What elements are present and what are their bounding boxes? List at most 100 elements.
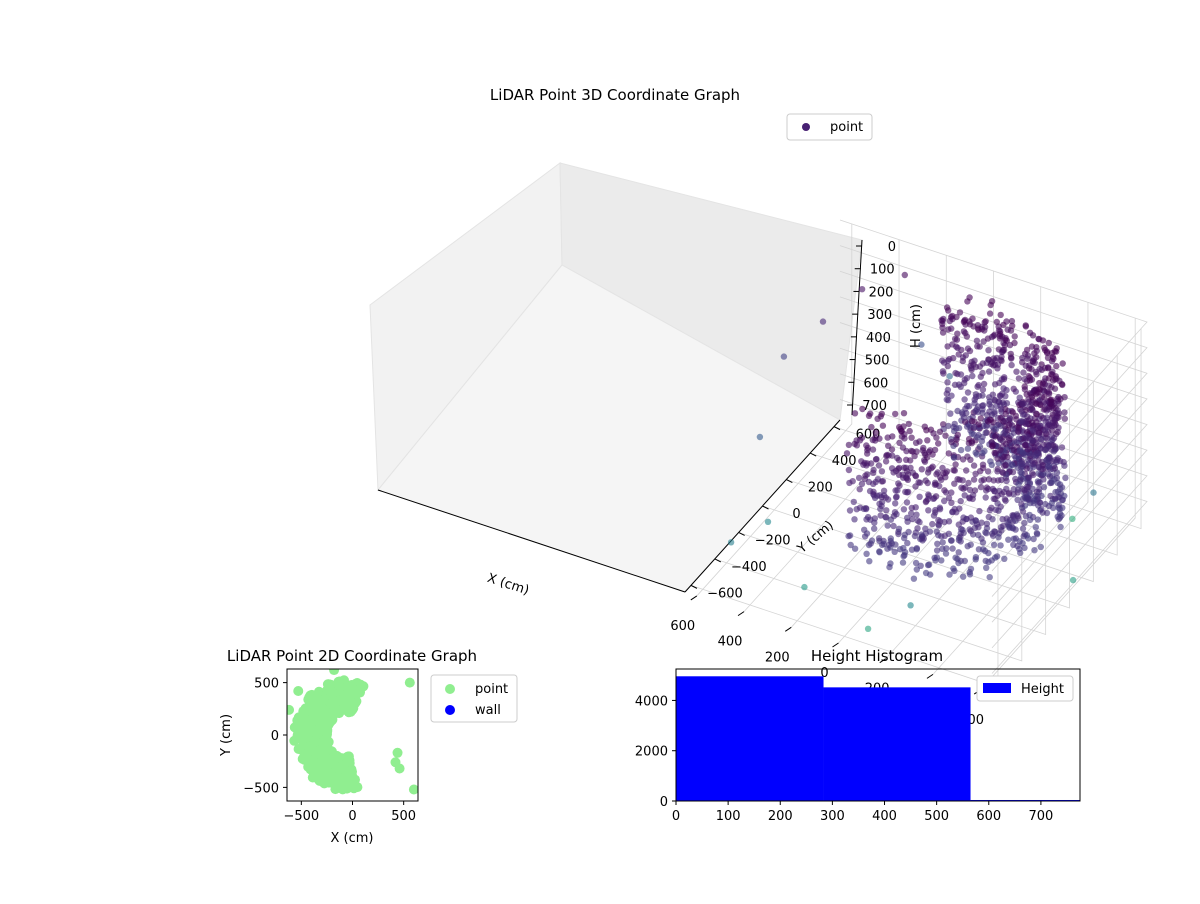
point — [1059, 360, 1066, 367]
point — [1012, 454, 1020, 462]
point — [1059, 381, 1066, 389]
outlier-point-2d — [390, 757, 401, 768]
point — [1020, 369, 1027, 376]
point — [959, 357, 966, 365]
point — [1028, 343, 1036, 350]
x-tick-label-2d: 0 — [348, 809, 356, 824]
point — [920, 535, 927, 542]
grid-line-x — [743, 239, 900, 612]
point — [990, 477, 997, 484]
point — [994, 468, 1001, 475]
point — [977, 373, 984, 380]
point — [1010, 447, 1018, 454]
point — [905, 420, 912, 428]
point-2d — [305, 728, 316, 738]
point — [878, 410, 885, 417]
point — [936, 482, 943, 490]
point — [1017, 476, 1024, 483]
point — [964, 445, 972, 452]
point — [892, 410, 899, 418]
chart-histogram: Height Histogram 0 100 200 300 400 500 600 7000… — [635, 647, 1081, 824]
point — [977, 483, 985, 491]
point — [922, 569, 930, 577]
point — [957, 446, 965, 454]
y-tick — [762, 505, 769, 510]
point — [878, 502, 885, 510]
histogram-frame — [675, 668, 1081, 802]
point — [1047, 400, 1054, 407]
histogram-legend: Height — [976, 675, 1074, 702]
point — [925, 507, 932, 514]
point — [1003, 318, 1010, 325]
point — [930, 430, 937, 437]
point — [1023, 465, 1030, 472]
point — [1051, 465, 1059, 472]
point — [980, 380, 988, 388]
point — [1049, 368, 1056, 375]
point — [976, 343, 983, 350]
point — [864, 513, 872, 521]
point — [959, 411, 966, 418]
y-tick-label-2d: 500 — [254, 677, 279, 692]
point-2d — [333, 679, 344, 690]
point — [896, 439, 903, 447]
point — [980, 476, 988, 483]
point — [913, 546, 920, 553]
point — [959, 456, 967, 463]
point — [1009, 409, 1016, 416]
point — [961, 379, 968, 387]
chart-2d-title: LiDAR Point 2D Coordinate Graph — [227, 647, 477, 665]
point — [1021, 519, 1028, 527]
point — [976, 507, 983, 515]
point-2d — [308, 698, 319, 709]
point — [930, 495, 937, 502]
y-tick-label-2d: 0 — [271, 729, 279, 744]
point — [961, 557, 968, 565]
point — [966, 294, 973, 301]
point — [955, 536, 963, 544]
point — [970, 361, 977, 368]
point-2d — [342, 751, 353, 762]
point — [1033, 439, 1040, 446]
y-tick-label: −200 — [755, 533, 791, 548]
point — [891, 548, 898, 555]
point — [861, 533, 869, 540]
point — [1043, 348, 1051, 355]
point — [867, 460, 875, 467]
point — [984, 468, 992, 475]
point — [1048, 423, 1056, 430]
point — [1045, 389, 1053, 396]
point — [1057, 523, 1064, 531]
point — [983, 484, 990, 491]
2d-y-axis-label: Y (cm) — [219, 714, 234, 757]
point — [933, 528, 940, 535]
point — [1055, 501, 1062, 509]
outlier-point — [1069, 576, 1077, 584]
point — [1057, 485, 1064, 492]
point — [945, 422, 952, 430]
point — [944, 379, 951, 386]
point — [938, 317, 945, 324]
point — [941, 532, 948, 539]
x-tick-label-hist: 600 — [976, 809, 1001, 824]
point — [934, 540, 941, 547]
z-tick-label: 500 — [865, 354, 890, 369]
point — [1037, 435, 1045, 443]
point — [1011, 339, 1018, 347]
x-tick — [832, 642, 839, 648]
grid-line-x — [696, 223, 853, 597]
point — [1037, 543, 1045, 551]
x-tick-label: 600 — [670, 619, 695, 634]
point — [953, 436, 960, 443]
point — [895, 456, 903, 464]
outlier-point — [1069, 515, 1076, 522]
outlier-point — [991, 488, 998, 495]
point — [990, 541, 998, 548]
point — [1005, 437, 1013, 444]
x-tick-label-hist: 700 — [1028, 809, 1053, 824]
point — [963, 423, 971, 430]
point — [943, 390, 950, 397]
z-tick-label: 100 — [870, 263, 895, 278]
point — [896, 546, 904, 553]
point — [1033, 410, 1041, 418]
